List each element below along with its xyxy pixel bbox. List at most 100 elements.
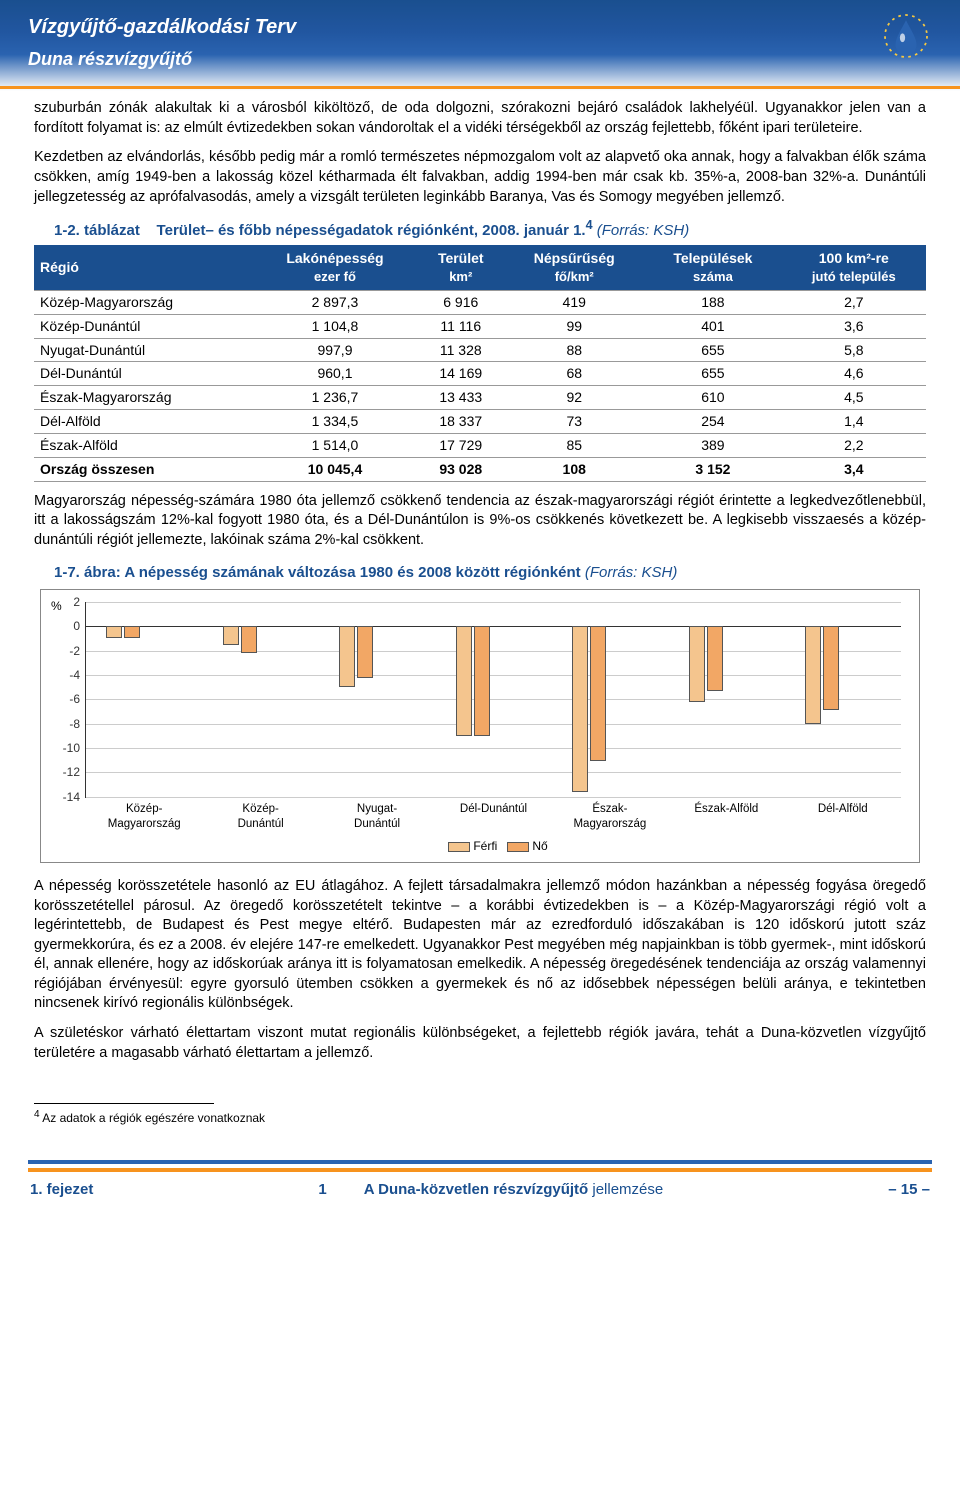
chart-xlabel: Dél-Dunántúl bbox=[435, 802, 551, 827]
legend-label: Nő bbox=[532, 839, 547, 853]
row-value: 17 729 bbox=[417, 434, 504, 458]
paragraph-4: A népesség korösszetétele hasonló az EU … bbox=[34, 877, 926, 1014]
chart-xlabel: Dél-Alföld bbox=[785, 802, 901, 827]
chart-bar bbox=[707, 626, 723, 691]
table-row: Észak-Alföld1 514,017 729853892,2 bbox=[34, 434, 926, 458]
row-value: 3,6 bbox=[782, 314, 926, 338]
table-row: Közép-Dunántúl1 104,811 116994013,6 bbox=[34, 314, 926, 338]
chart-category-group bbox=[802, 626, 842, 724]
table-caption: 1-2. táblázat Terület– és főbb népességa… bbox=[54, 217, 926, 241]
chart-gridline bbox=[86, 651, 901, 652]
paragraph-1: szuburbán zónák alakultak ki a városból … bbox=[34, 99, 926, 138]
row-value: 2 897,3 bbox=[253, 290, 418, 314]
row-label: Nyugat-Dunántúl bbox=[34, 338, 253, 362]
chart-category-group bbox=[103, 626, 143, 638]
row-value: 14 169 bbox=[417, 362, 504, 386]
chart-bar bbox=[223, 626, 239, 644]
row-value: 997,9 bbox=[253, 338, 418, 362]
chart-gridline bbox=[86, 675, 901, 676]
row-value: 655 bbox=[644, 362, 781, 386]
row-label: Közép-Magyarország bbox=[34, 290, 253, 314]
row-value: 655 bbox=[644, 338, 781, 362]
row-label: Dél-Alföld bbox=[34, 410, 253, 434]
table-row: Közép-Magyarország2 897,36 9164191882,7 bbox=[34, 290, 926, 314]
row-value: 389 bbox=[644, 434, 781, 458]
row-value: 93 028 bbox=[417, 458, 504, 482]
row-label: Észak-Magyarország bbox=[34, 386, 253, 410]
doc-title-2: Duna részvízgyűjtő bbox=[28, 47, 932, 71]
chart-xlabel: Nyugat- Dunántúl bbox=[319, 802, 435, 827]
row-value: 11 328 bbox=[417, 338, 504, 362]
row-value: 1 236,7 bbox=[253, 386, 418, 410]
legend-swatch bbox=[448, 842, 470, 852]
table-header-cell: Településekszáma bbox=[644, 245, 781, 290]
row-value: 10 045,4 bbox=[253, 458, 418, 482]
footnote-separator bbox=[34, 1103, 214, 1104]
chart-ytick: -14 bbox=[50, 789, 80, 805]
row-value: 85 bbox=[504, 434, 644, 458]
chart-xlabel: Észak- Magyarország bbox=[552, 802, 668, 827]
table-header-cell: Népsűrűségfő/km² bbox=[504, 245, 644, 290]
chart-ytick: -8 bbox=[50, 716, 80, 732]
chart-ytick: -2 bbox=[50, 643, 80, 659]
page-footer: 1. fejezet 1 A Duna-közvetlen részvízgyű… bbox=[0, 1160, 960, 1210]
row-value: 1 334,5 bbox=[253, 410, 418, 434]
row-value: 188 bbox=[644, 290, 781, 314]
region-data-table: RégióLakónépességezer főTerületkm²Népsűr… bbox=[34, 245, 926, 482]
row-value: 13 433 bbox=[417, 386, 504, 410]
chart-ytick: 2 bbox=[50, 594, 80, 610]
figure-caption: 1-7. ábra: A népesség számának változása… bbox=[54, 563, 926, 583]
chart-ytick: -10 bbox=[50, 740, 80, 756]
row-value: 18 337 bbox=[417, 410, 504, 434]
table-caption-title: Terület– és főbb népességadatok régiónké… bbox=[157, 222, 586, 239]
chart-bar bbox=[823, 626, 839, 709]
chart-bar bbox=[474, 626, 490, 736]
chart-xlabel: Közép- Magyarország bbox=[86, 802, 202, 827]
table-header-cell: Lakónépességezer fő bbox=[253, 245, 418, 290]
row-value: 108 bbox=[504, 458, 644, 482]
chart-ytick: -12 bbox=[50, 764, 80, 780]
table-row: Dél-Dunántúl960,114 169686554,6 bbox=[34, 362, 926, 386]
table-caption-prefix: 1-2. táblázat bbox=[54, 222, 140, 239]
footer-chapter-title: A Duna-közvetlen részvízgyűjtő bbox=[364, 1181, 589, 1198]
chart-ytick: -4 bbox=[50, 667, 80, 683]
footnote: 4 Az adatok a régiók egészére vonatkozna… bbox=[34, 1108, 926, 1126]
paragraph-5: A születéskor várható élettartam viszont… bbox=[34, 1024, 926, 1063]
table-header-cell: Területkm² bbox=[417, 245, 504, 290]
chart-category-group bbox=[686, 626, 726, 702]
table-row: Ország összesen10 045,493 0281083 1523,4 bbox=[34, 458, 926, 482]
chart-gridline bbox=[86, 797, 901, 798]
chart-bar bbox=[124, 626, 140, 638]
table-row: Dél-Alföld1 334,518 337732541,4 bbox=[34, 410, 926, 434]
legend-label: Férfi bbox=[473, 839, 497, 853]
chart-bar bbox=[339, 626, 355, 687]
footer-page-num: – 15 – bbox=[888, 1180, 930, 1200]
doc-title-1: Vízgyűjtő-gazdálkodási Terv bbox=[28, 14, 932, 41]
legend-swatch bbox=[507, 842, 529, 852]
paragraph-2: Kezdetben az elvándorlás, később pedig m… bbox=[34, 148, 926, 207]
row-value: 3 152 bbox=[644, 458, 781, 482]
row-value: 5,8 bbox=[782, 338, 926, 362]
paragraph-3: Magyarország népesség-számára 1980 óta j… bbox=[34, 492, 926, 551]
document-header: Vízgyűjtő-gazdálkodási Terv Duna részvíz… bbox=[0, 0, 960, 91]
chart-gridline bbox=[86, 626, 901, 627]
chart-bar bbox=[805, 626, 821, 724]
chart-category-group bbox=[220, 626, 260, 653]
row-value: 73 bbox=[504, 410, 644, 434]
row-value: 1 104,8 bbox=[253, 314, 418, 338]
row-value: 2,7 bbox=[782, 290, 926, 314]
chart-bar bbox=[590, 626, 606, 761]
chart-ytick: 0 bbox=[50, 618, 80, 634]
chart-xlabel: Észak-Alföld bbox=[668, 802, 784, 827]
footer-center: 1 A Duna-közvetlen részvízgyűjtő jellemz… bbox=[318, 1180, 663, 1200]
chart-gridline bbox=[86, 699, 901, 700]
chart-gridline bbox=[86, 772, 901, 773]
figure-caption-prefix: 1-7. ábra: bbox=[54, 564, 121, 581]
table-caption-source: (Forrás: KSH) bbox=[597, 222, 690, 239]
table-row: Nyugat-Dunántúl997,911 328886555,8 bbox=[34, 338, 926, 362]
chart-gridline bbox=[86, 724, 901, 725]
footnote-text: Az adatok a régiók egészére vonatkoznak bbox=[42, 1111, 265, 1125]
figure-caption-source: (Forrás: KSH) bbox=[585, 564, 678, 581]
row-value: 1 514,0 bbox=[253, 434, 418, 458]
row-value: 254 bbox=[644, 410, 781, 434]
